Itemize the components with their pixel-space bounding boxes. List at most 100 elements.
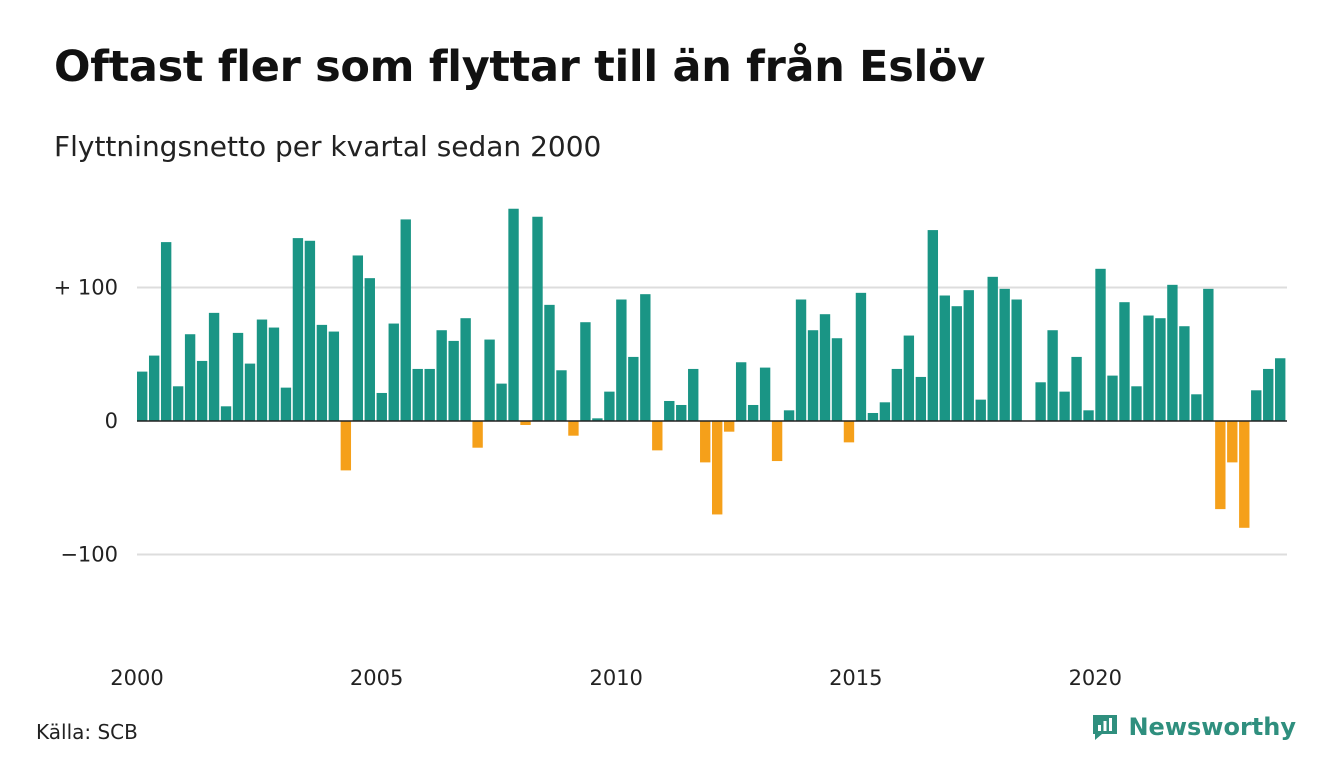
bar: [664, 400, 675, 421]
x-tick-label: 2020: [1069, 666, 1122, 690]
bar: [712, 421, 723, 515]
bar: [484, 339, 495, 421]
bar: [1143, 315, 1154, 421]
bar: [999, 288, 1010, 421]
bar: [1263, 368, 1274, 421]
y-tick-label: + 100: [54, 276, 118, 300]
bar: [496, 383, 507, 421]
bar: [256, 319, 268, 421]
bar: [580, 322, 591, 421]
bar: [831, 338, 843, 421]
bar: [867, 412, 879, 421]
bar: [448, 340, 459, 421]
bar: [544, 304, 555, 421]
bar-chart: + 100 0 −100 2000 2005 2010 2015 2020: [54, 208, 1287, 690]
brand-name: Newsworthy: [1128, 713, 1296, 741]
bar: [304, 240, 316, 421]
bar: [1095, 268, 1106, 421]
x-tick-label: 2010: [589, 666, 642, 690]
bar: [556, 370, 567, 421]
source-note: Källa: SCB: [36, 720, 138, 744]
bar: [939, 295, 950, 421]
y-tick-label: 0: [105, 409, 118, 433]
bar: [364, 278, 375, 421]
bar: [292, 238, 304, 421]
bar: [688, 368, 699, 421]
bar: [328, 331, 340, 421]
bar: [412, 368, 423, 421]
bar: [520, 421, 531, 425]
bar: [352, 255, 364, 421]
bar: [196, 360, 208, 421]
bar: [1191, 394, 1202, 421]
bar: [676, 404, 687, 421]
bar: [340, 421, 352, 471]
bar: [1035, 382, 1046, 421]
brand-logo: Newsworthy: [1090, 712, 1296, 742]
bar: [232, 332, 244, 421]
bar: [424, 368, 435, 421]
bar: [915, 376, 927, 421]
bar: [1167, 284, 1178, 421]
bar: [508, 208, 519, 421]
axes: + 100 0 −100 2000 2005 2010 2015 2020: [54, 276, 1287, 690]
bar: [1227, 421, 1238, 463]
bar: [640, 294, 651, 421]
bar: [975, 399, 986, 421]
bar: [604, 391, 615, 421]
x-tick-label: 2015: [829, 666, 882, 690]
bar: [771, 421, 783, 462]
bar: [616, 299, 627, 421]
bar: [1107, 375, 1118, 421]
bar: [1131, 386, 1142, 421]
bar: [759, 367, 771, 421]
bar: [807, 330, 819, 421]
bar: [1047, 330, 1058, 421]
bar: [951, 306, 962, 421]
bar: [879, 402, 891, 421]
bar: [532, 216, 543, 421]
bar: [1179, 326, 1190, 421]
bar: [472, 421, 483, 448]
x-tick-label: 2000: [110, 666, 163, 690]
bar: [1203, 288, 1214, 421]
bar: [1083, 410, 1094, 421]
bar: [316, 324, 328, 421]
bar: [855, 292, 867, 421]
bar: [244, 363, 256, 421]
bar: [220, 406, 232, 421]
bar: [184, 334, 196, 421]
bar: [400, 219, 411, 421]
bar: [723, 421, 735, 432]
bar: [137, 371, 148, 421]
bar: [1251, 390, 1262, 421]
bar: [592, 418, 603, 421]
bar: [148, 355, 160, 421]
bar: [700, 421, 711, 463]
bar: [1059, 391, 1070, 421]
bar: [1071, 356, 1082, 421]
x-tick-label: 2005: [350, 666, 403, 690]
bar: [987, 276, 998, 421]
bar: [747, 404, 759, 421]
chart-subtitle: Flyttningsnetto per kvartal sedan 2000: [54, 130, 602, 163]
y-tick-label: −100: [60, 543, 118, 567]
bar: [460, 318, 471, 421]
bar: [1155, 318, 1166, 421]
bar: [208, 312, 220, 421]
bar: [568, 421, 579, 436]
bar: [268, 327, 280, 421]
bar: [891, 368, 903, 421]
bar: [735, 362, 747, 421]
bar: [819, 314, 831, 421]
bar: [1215, 421, 1226, 510]
bar: [1239, 421, 1250, 528]
bar: [963, 290, 974, 421]
bar: [1119, 302, 1130, 421]
bar: [795, 299, 807, 421]
bar: [903, 335, 915, 421]
bar: [160, 242, 172, 421]
bar: [280, 387, 292, 422]
bar: [172, 386, 184, 421]
bar: [436, 330, 447, 421]
